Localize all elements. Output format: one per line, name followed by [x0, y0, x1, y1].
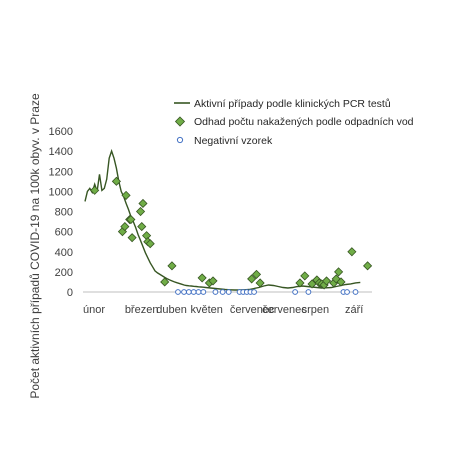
diamond-point — [295, 278, 305, 288]
legend-label-circle: Negativní vzorek — [194, 135, 273, 147]
diamond-point — [347, 247, 357, 257]
negative-sample-point — [200, 289, 207, 295]
diamond-point — [363, 261, 373, 271]
negative-sample-point — [225, 289, 232, 295]
y-tick-label: 1600 — [49, 126, 73, 138]
diamond-point — [208, 276, 218, 286]
series-diamond-group — [90, 176, 373, 290]
negative-sample-point — [305, 289, 312, 295]
y-axis-ticks: 0 200 400 600 800 1000 1200 1400 1600 — [49, 126, 73, 299]
x-tick-label: září — [345, 304, 363, 316]
y-tick-label: 1200 — [49, 166, 73, 178]
legend-circle-swatch — [176, 136, 184, 144]
diamond-point — [160, 277, 170, 287]
diamond-point — [111, 176, 121, 186]
y-tick-label: 800 — [55, 207, 73, 219]
negative-sample-point — [344, 289, 350, 295]
diamond-point — [135, 206, 146, 217]
x-tick-label: červenec — [230, 304, 275, 316]
negative-sample-point — [175, 289, 181, 295]
negative-sample-point — [185, 289, 192, 295]
y-tick-label: 600 — [55, 227, 73, 239]
diamond-point — [334, 267, 344, 277]
negative-sample-point — [212, 289, 219, 295]
series-line-path — [84, 148, 361, 291]
diamond-point — [336, 277, 346, 287]
diamond-point — [126, 214, 136, 225]
legend-diamond-swatch — [174, 116, 186, 127]
y-axis-title: Počet aktivních případů COVID-19 na 100k… — [28, 93, 42, 399]
legend-label-line: Aktivní případy podle klinických PCR tes… — [194, 98, 391, 110]
negative-sample-point — [190, 289, 197, 295]
diamond-point — [137, 222, 147, 232]
negative-sample-point — [352, 289, 359, 295]
diamond-point — [247, 274, 257, 284]
diamond-point — [197, 273, 207, 283]
diamond-point — [120, 222, 130, 232]
x-tick-label: květen — [190, 304, 222, 316]
diamond-point — [145, 239, 155, 249]
series-line-group — [84, 148, 361, 291]
y-tick-label: 400 — [55, 247, 73, 259]
y-tick-label: 0 — [67, 287, 73, 299]
legend-label-diamond: Odhad počtu nakažených podle odpadních v… — [194, 116, 414, 128]
diamond-point — [307, 279, 317, 289]
x-tick-label: březen — [125, 304, 159, 316]
x-tick-label: srpen — [302, 304, 330, 316]
diamond-point — [121, 190, 131, 200]
x-tick-label: únor — [83, 304, 105, 316]
diamond-point — [255, 278, 265, 288]
diamond-point — [300, 271, 310, 281]
negative-sample-point — [219, 289, 226, 295]
y-tick-label: 200 — [55, 267, 73, 279]
diamond-point — [138, 198, 148, 209]
diamond-point — [321, 276, 332, 286]
series-circle-group — [175, 289, 359, 295]
diamond-point — [167, 261, 177, 271]
negative-sample-point — [251, 289, 257, 295]
y-tick-label: 1000 — [49, 186, 73, 198]
diamond-point — [251, 269, 262, 279]
negative-sample-point — [292, 289, 299, 295]
x-tick-label: červenec — [262, 304, 307, 316]
y-tick-label: 1400 — [49, 146, 73, 158]
legend: Aktivní případy podle klinických PCR tes… — [174, 98, 414, 147]
diamond-point — [127, 233, 137, 243]
negative-sample-point — [181, 289, 187, 295]
x-tick-label: duben — [156, 304, 187, 316]
negative-sample-point — [195, 289, 202, 295]
diamond-point — [90, 185, 100, 195]
